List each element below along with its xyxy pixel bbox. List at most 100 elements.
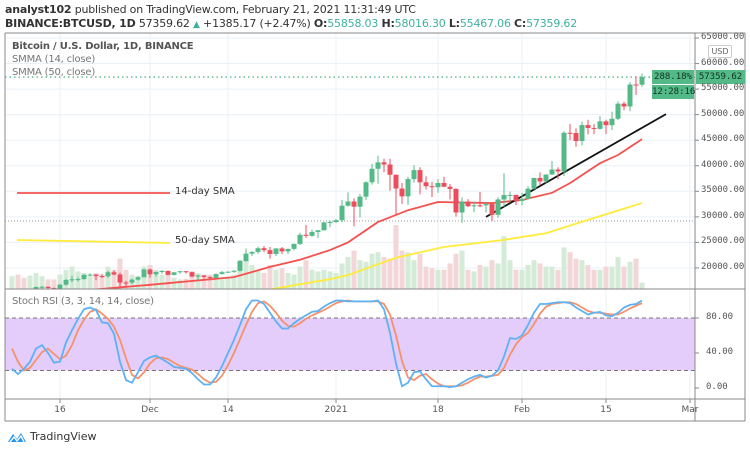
candle-body (363, 182, 369, 197)
low-value: 55467.06 (459, 17, 511, 30)
candle-body (621, 103, 627, 107)
time-axis-label: 18 (432, 405, 444, 415)
time-axis-label: Mar (681, 405, 699, 415)
annotation-50-day-sma: 50-day SMA (175, 235, 235, 246)
candle-body (339, 205, 345, 221)
candle-body (165, 270, 171, 275)
price-axis-label: 30000.00 (701, 210, 745, 221)
volume-bar (633, 258, 639, 289)
candle-body (549, 169, 555, 175)
candle-body (159, 270, 165, 273)
smma14-line (95, 138, 643, 289)
candle-body (453, 188, 459, 213)
price-axis-label: 20000.00 (701, 261, 745, 272)
volume-bar (609, 266, 615, 289)
volume-bar (285, 273, 291, 289)
volume-bar (489, 260, 495, 289)
candle-body (75, 279, 81, 281)
candle-body (33, 286, 39, 289)
smma50-line (267, 202, 643, 289)
volume-bar (555, 269, 561, 289)
candle-body (225, 271, 231, 273)
volume-bar (375, 252, 381, 289)
candle-body (57, 284, 63, 289)
volume-bar (153, 269, 159, 289)
candle-body (249, 251, 255, 254)
candle-body (303, 234, 309, 236)
candle-body (22, 292, 27, 293)
volume-bar (519, 269, 525, 289)
candle-body (477, 205, 483, 207)
candle-body (99, 276, 105, 278)
volume-bar (573, 258, 579, 289)
volume-bar (201, 274, 207, 289)
volume-bar (495, 263, 501, 289)
time-axis-label: Dec (141, 405, 159, 415)
volume-bar (357, 260, 363, 289)
candle-body (351, 201, 357, 207)
volume-bar (315, 271, 321, 289)
last-price-badge: 57359.62 (696, 70, 745, 84)
volume-bar (207, 274, 213, 289)
volume-bar (483, 266, 489, 289)
candle-body (537, 177, 543, 182)
stoch-rsi-legend[interactable]: Stoch RSI (3, 3, 14, 14, close) (12, 296, 154, 307)
up-arrow-icon: ▲ (193, 20, 200, 30)
candle-body (489, 204, 495, 215)
candle-body (189, 272, 195, 277)
time-axis-label: 14 (222, 405, 234, 415)
annotation-14-day-sma: 14-day SMA (175, 186, 235, 197)
time-axis-label: Feb (514, 405, 530, 415)
candle-body (39, 286, 45, 288)
currency-button[interactable]: USD (708, 45, 732, 58)
volume-bar (15, 274, 21, 289)
candle-body (93, 274, 99, 277)
volume-bar (21, 277, 27, 289)
candle-body (111, 272, 117, 275)
candle-body (243, 253, 249, 262)
volume-bar (261, 273, 267, 289)
volume-bar (417, 253, 423, 289)
candle-body (255, 248, 261, 252)
candle-body (507, 194, 513, 196)
candle-body (573, 133, 579, 142)
volume-bar (123, 269, 129, 289)
candle-body (28, 290, 33, 292)
tradingview-logo[interactable]: TradingView (7, 430, 96, 443)
volume-bar (57, 274, 63, 289)
candle-body (465, 201, 471, 207)
candle-body (237, 261, 243, 271)
candle-body (123, 282, 129, 284)
volume-bar (465, 269, 471, 289)
volume-bar (567, 252, 573, 289)
low-label: L: (448, 17, 460, 30)
volume-bar (231, 274, 237, 289)
smma50-legend[interactable]: SMMA (50, close) (12, 67, 96, 78)
candle-body (639, 77, 645, 85)
author-name[interactable]: analyst102 (5, 3, 72, 16)
candle-body (291, 243, 297, 249)
candle-body (417, 170, 423, 183)
candle-body (129, 279, 135, 283)
candle-body (519, 198, 525, 202)
candle-body (201, 275, 207, 277)
volume-bar (327, 271, 333, 289)
candle-body (87, 274, 93, 276)
volume-bar (333, 273, 339, 289)
candle-body (273, 248, 279, 254)
volume-bar (309, 269, 315, 289)
time-axis-label: 15 (600, 405, 612, 415)
volume-bar (303, 260, 309, 289)
volume-bar (399, 250, 405, 289)
volume-bar (471, 271, 477, 289)
last-price: 57359.62 (138, 17, 190, 30)
smma14-legend[interactable]: SMMA (14, close) (12, 54, 96, 65)
close-value: 57359.62 (526, 17, 578, 30)
volume-bar (585, 265, 591, 289)
candle-body (147, 269, 153, 275)
candle-body (585, 125, 591, 128)
volume-bar (249, 265, 255, 289)
volume-bar (9, 276, 15, 289)
candle-body (207, 276, 213, 278)
